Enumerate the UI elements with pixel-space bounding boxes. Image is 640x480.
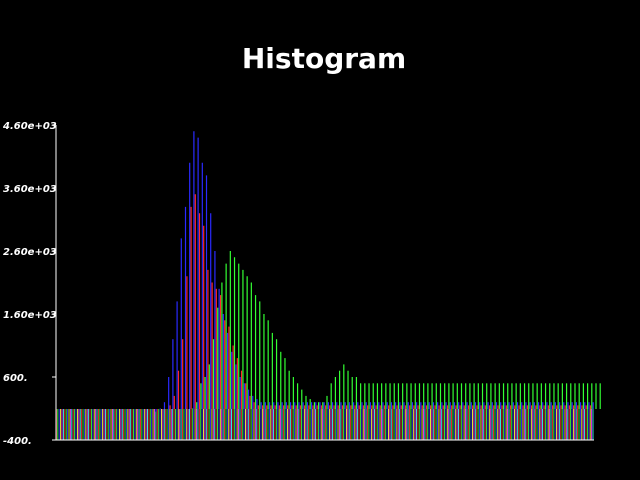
y-tick-label: 4.60e+03 bbox=[2, 121, 57, 132]
y-tick-label: 1.60e+03 bbox=[3, 310, 57, 321]
y-tick-label: 600. bbox=[3, 373, 28, 384]
y-tick-label: 2.60e+03 bbox=[3, 247, 57, 258]
y-ticks: -400. 600. 1.60e+03 2.60e+03 3.60e+03 4.60e+0… bbox=[2, 121, 57, 447]
chart-title: Histogram bbox=[242, 42, 406, 75]
y-tick-label: -400. bbox=[3, 436, 32, 447]
y-tick-label: 3.60e+03 bbox=[3, 184, 57, 195]
histogram-bars bbox=[55, 131, 601, 440]
axes bbox=[55, 125, 594, 441]
